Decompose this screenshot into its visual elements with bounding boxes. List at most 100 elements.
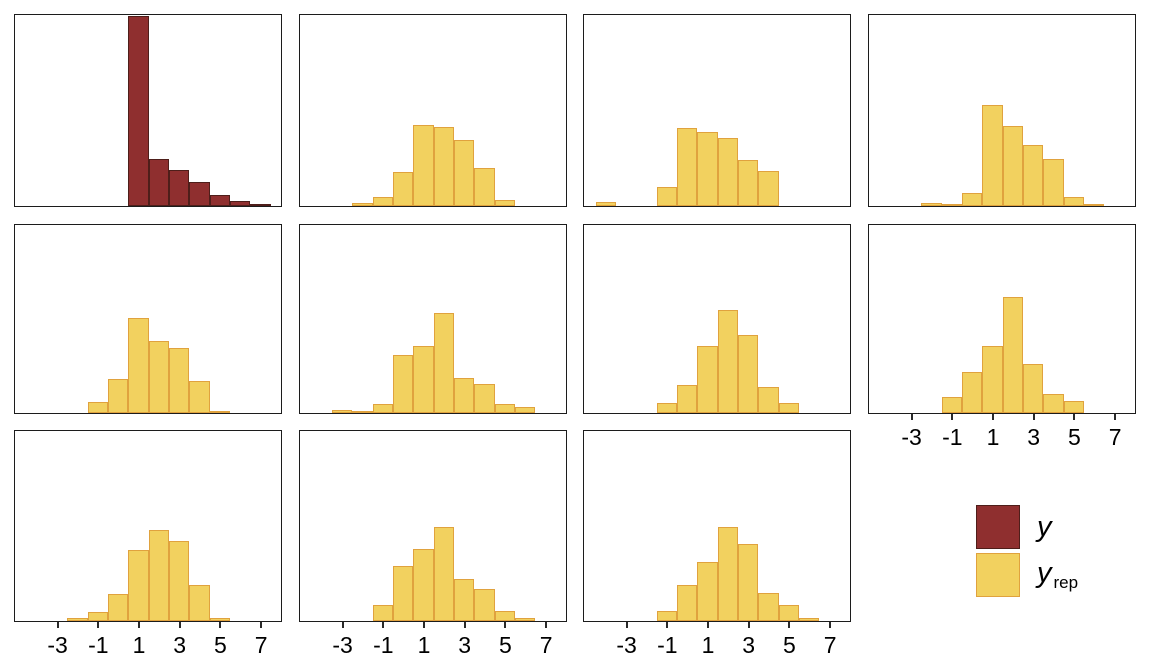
x-axis-tick: [747, 622, 750, 628]
legend-label-y: y: [1037, 510, 1052, 543]
histogram-bar: [961, 192, 983, 206]
histogram-bar: [413, 125, 434, 206]
histogram-bar: [1002, 297, 1024, 413]
histogram-bar: [331, 410, 353, 413]
histogram-panel-r3-c3-yrep: [583, 430, 851, 622]
histogram-panel-r3-c2-yrep: [299, 430, 567, 622]
histogram-bar: [1043, 158, 1064, 206]
x-axis-tick: [97, 622, 100, 628]
histogram-bar: [209, 410, 231, 413]
histogram-bar: [1023, 364, 1044, 413]
histogram-bar: [676, 585, 698, 621]
histogram-bar: [454, 579, 475, 621]
histogram-bar: [372, 196, 393, 206]
histogram-bar: [494, 611, 516, 621]
legend-label-yrep-subscript: rep: [1053, 573, 1079, 593]
histogram-bar: [87, 611, 108, 621]
x-axis-tick-label: 5: [498, 632, 512, 658]
histogram-bar: [697, 131, 718, 206]
x-axis-tick: [463, 622, 466, 628]
histogram-bar: [352, 410, 373, 413]
histogram-bar: [148, 530, 170, 621]
histogram-bar: [595, 202, 616, 206]
histogram-bar: [1063, 196, 1085, 206]
x-axis-tick-label: 3: [173, 632, 187, 658]
histogram-panel-r2-c2-yrep: [299, 224, 567, 414]
legend-label-yrep: y rep: [1037, 556, 1079, 593]
x-axis-tick-label: -1: [942, 424, 963, 450]
histogram-bar: [169, 169, 190, 206]
histogram-panel-r1-c2-yrep: [299, 14, 567, 207]
x-axis-tick-label: 3: [458, 632, 472, 658]
histogram-bar: [474, 168, 495, 206]
histogram-bar: [433, 127, 455, 206]
histogram-bar: [676, 384, 698, 413]
histogram-bar: [656, 403, 677, 413]
histogram-bar: [941, 203, 962, 206]
histogram-bar: [148, 341, 170, 413]
x-axis-tick-label: 5: [782, 632, 796, 658]
histogram-bar: [676, 128, 698, 206]
histogram-bar: [515, 406, 536, 413]
histogram-bar: [1023, 145, 1044, 206]
histogram-bar: [209, 194, 231, 206]
x-axis-tick: [910, 414, 913, 420]
x-axis-tick-label: 3: [742, 632, 756, 658]
x-axis-tick-label: -3: [901, 424, 922, 450]
x-axis-tick: [1114, 414, 1117, 420]
histogram-bar: [67, 618, 88, 621]
x-axis-tick-label: 1: [132, 632, 146, 658]
histogram-bar: [433, 526, 455, 621]
legend-item-yrep: y rep: [976, 553, 1078, 597]
histogram-bar: [1084, 203, 1105, 206]
histogram-bar: [921, 203, 942, 206]
histogram-bar: [189, 182, 210, 206]
histogram-bar: [454, 139, 475, 206]
histogram-panel-r2-c1-yrep: [14, 224, 282, 414]
histogram-bar: [392, 355, 414, 413]
histogram-bar: [372, 604, 393, 621]
legend-item-y: y: [976, 505, 1078, 549]
x-axis-tick: [138, 622, 140, 628]
x-axis-tick-label: 7: [539, 632, 553, 658]
histogram-panel-r2-c4-yrep: [868, 224, 1136, 414]
histogram-bar: [656, 611, 677, 621]
x-axis-tick-label: -3: [332, 632, 353, 658]
x-axis-tick-label: 5: [1067, 424, 1081, 450]
histogram-bar: [1002, 126, 1024, 206]
histogram-bar: [189, 585, 210, 621]
x-axis-tick-label: -3: [47, 632, 68, 658]
histogram-bar: [454, 378, 475, 413]
legend: y y rep: [976, 505, 1078, 601]
histogram-bar: [250, 203, 271, 206]
histogram-bar: [982, 105, 1003, 206]
x-axis-tick-label: 7: [823, 632, 837, 658]
histogram-bar: [799, 617, 820, 621]
histogram-bar: [1063, 401, 1085, 413]
histogram-bar: [738, 160, 759, 206]
x-axis-tick: [666, 622, 669, 628]
x-axis-tick: [341, 622, 344, 628]
x-axis-tick: [219, 622, 222, 628]
histogram-bar: [474, 588, 495, 621]
x-axis-tick: [178, 622, 181, 628]
histogram-bar: [738, 543, 759, 621]
x-axis-tick-label: 1: [417, 632, 431, 658]
x-axis-tick-label: 1: [986, 424, 1000, 450]
x-axis-tick: [1032, 414, 1035, 420]
histogram-bar: [515, 617, 536, 621]
histogram-bar: [413, 549, 434, 621]
histogram-bar: [656, 187, 677, 206]
x-axis-tick-label: 5: [213, 632, 227, 658]
histogram-bar: [392, 171, 414, 206]
x-axis-tick: [260, 622, 263, 628]
histogram-bar: [148, 159, 170, 206]
histogram-bar: [758, 170, 779, 206]
x-axis-tick-label: -1: [88, 632, 109, 658]
histogram-bar: [352, 202, 373, 206]
histogram-bar: [697, 345, 718, 413]
histogram-bar: [392, 566, 414, 621]
histogram-panel-r3-c1-yrep: [14, 430, 282, 622]
histogram-bar: [128, 550, 149, 621]
histogram-bar: [1043, 394, 1064, 413]
